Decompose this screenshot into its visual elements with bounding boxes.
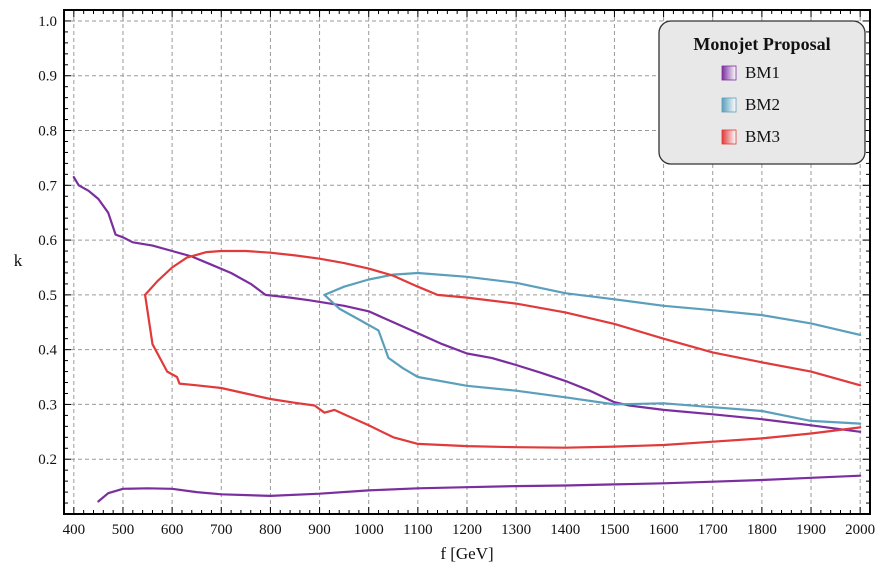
y-tick-label: 0.5 (38, 288, 57, 304)
x-tick-label: 1800 (747, 522, 777, 538)
x-tick-label: 400 (63, 522, 86, 538)
series-layer (72, 176, 862, 503)
legend-label-bm1: BM1 (745, 63, 780, 82)
y-tick-labels: 0.2 0.3 0.4 0.5 0.6 0.7 0.8 0.9 1.0 (38, 14, 57, 468)
legend-swatch-bm2 (721, 97, 737, 113)
series-line-bm3 (144, 249, 862, 387)
x-tick-label: 1100 (403, 522, 432, 538)
y-tick-label: 0.7 (38, 178, 57, 194)
x-tick-label: 1500 (599, 522, 629, 538)
x-tick-label: 800 (259, 522, 282, 538)
legend-swatch-bm3 (721, 129, 737, 145)
x-tick-label: 1000 (354, 522, 384, 538)
legend: Monojet Proposal BM1 BM2 BM3 (658, 20, 866, 165)
y-tick-label: 0.2 (38, 452, 57, 468)
x-tick-label: 900 (308, 522, 331, 538)
y-tick-label: 0.8 (38, 124, 57, 140)
legend-label-bm3: BM3 (745, 127, 780, 146)
x-tick-label: 700 (210, 522, 233, 538)
x-tick-label: 1600 (649, 522, 679, 538)
y-tick-label: 1.0 (38, 14, 57, 30)
x-tick-labels: 400 500 600 700 800 900 1000 1100 1200 1300 1400 15… (63, 522, 876, 538)
y-tick-label: 0.4 (38, 343, 57, 359)
y-axis-label: k (14, 251, 23, 270)
legend-label-bm2: BM2 (745, 95, 780, 114)
x-tick-label: 1200 (452, 522, 482, 538)
x-tick-label: 1400 (550, 522, 580, 538)
series-line-bm2 (323, 271, 862, 336)
series-line-bm2 (323, 293, 862, 425)
series-line-bm3 (144, 293, 862, 449)
legend-box (658, 20, 866, 165)
x-axis-label: f [GeV] (440, 544, 493, 563)
grid-lines (64, 10, 870, 514)
legend-swatch-bm1 (721, 65, 737, 81)
x-tick-label: 1700 (698, 522, 728, 538)
x-tick-label: 2000 (845, 522, 875, 538)
x-tick-label: 1300 (501, 522, 531, 538)
y-tick-label: 0.3 (38, 397, 57, 413)
legend-title: Monojet Proposal (693, 34, 830, 54)
x-tick-label: 600 (161, 522, 184, 538)
y-tick-label: 0.6 (38, 233, 57, 249)
x-tick-label: 500 (112, 522, 135, 538)
axis-ticks (64, 9, 870, 514)
x-tick-label: 1900 (796, 522, 826, 538)
series-line-bm1 (97, 474, 862, 503)
y-tick-label: 0.9 (38, 69, 57, 85)
legend-items: BM1 BM2 BM3 (721, 63, 780, 146)
